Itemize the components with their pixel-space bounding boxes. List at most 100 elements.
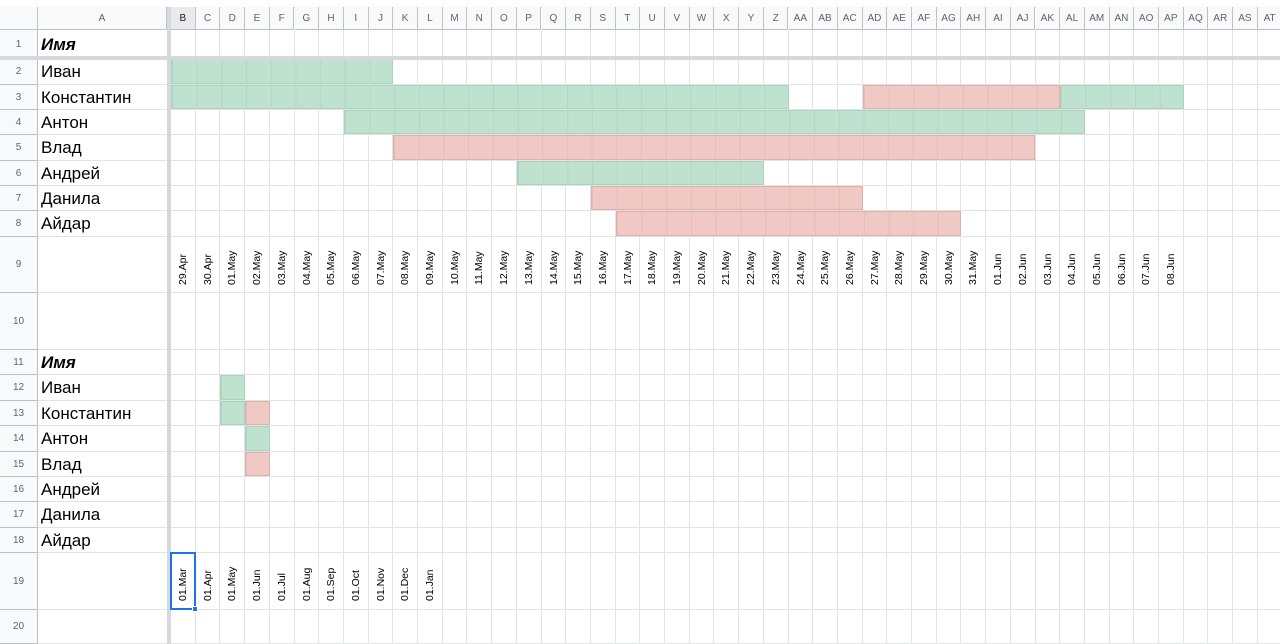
table1-name-cell[interactable]: Влад [41, 138, 82, 157]
row-header-20[interactable]: 20 [0, 610, 38, 644]
table1-name-cell[interactable]: Антон [41, 112, 89, 132]
column-header-g[interactable]: G [294, 7, 320, 30]
column-header-y[interactable]: Y [739, 7, 764, 30]
column-header-ar[interactable]: AR [1208, 7, 1234, 30]
table2-name-cell[interactable]: Андрей [41, 479, 101, 499]
row-header-12[interactable]: 12 [0, 375, 38, 401]
column-header-as[interactable]: AS [1233, 7, 1258, 30]
table1-gantt-bar[interactable] [516, 161, 764, 185]
frozen-row-divider[interactable] [0, 56, 1280, 60]
column-header-i[interactable]: I [343, 7, 369, 30]
column-header-l[interactable]: L [418, 7, 443, 30]
column-header-af[interactable]: AF [912, 7, 937, 30]
table1-header-cell[interactable]: Имя [41, 34, 76, 54]
column-header-f[interactable]: F [269, 7, 295, 30]
column-header-ap[interactable]: AP [1159, 7, 1184, 30]
row-header-6[interactable]: 6 [0, 161, 38, 186]
column-header-b[interactable]: B [171, 7, 196, 30]
row-header-16[interactable]: 16 [0, 477, 38, 502]
fill-handle[interactable] [191, 606, 198, 612]
column-header-e[interactable]: E [245, 7, 270, 30]
table1-gantt-bar[interactable] [862, 85, 1061, 109]
row-header-17[interactable]: 17 [0, 502, 38, 528]
column-header-ak[interactable]: AK [1035, 7, 1061, 30]
row-header-8[interactable]: 8 [0, 211, 38, 237]
row-header-18[interactable]: 18 [0, 528, 38, 553]
column-header-m[interactable]: M [442, 7, 468, 30]
table2-gantt-bar[interactable] [220, 375, 246, 400]
table2-name-cell[interactable]: Иван [41, 378, 81, 397]
table1-gantt-bar[interactable] [171, 85, 789, 109]
row-header-5[interactable]: 5 [0, 135, 38, 161]
table1-name-cell[interactable]: Айдар [41, 214, 91, 233]
select-all-corner[interactable] [0, 7, 38, 30]
row-header-13[interactable]: 13 [0, 401, 38, 426]
column-header-v[interactable]: V [665, 7, 690, 30]
table1-gantt-bar[interactable] [590, 186, 863, 210]
column-header-h[interactable]: H [319, 7, 344, 30]
column-header-j[interactable]: J [368, 7, 394, 30]
column-header-o[interactable]: O [492, 7, 517, 30]
column-header-ao[interactable]: AO [1134, 7, 1159, 30]
table1-name-cell[interactable]: Константин [41, 87, 132, 107]
table1-name-cell[interactable]: Андрей [41, 163, 101, 183]
column-header-z[interactable]: Z [763, 7, 789, 30]
column-header-n[interactable]: N [467, 7, 493, 30]
table2-gantt-bar[interactable] [245, 426, 270, 451]
column-header-a[interactable]: A [38, 7, 167, 30]
column-header-al[interactable]: AL [1060, 7, 1085, 30]
table1-gantt-bar[interactable] [393, 135, 1036, 160]
row-header-1[interactable]: 1 [0, 30, 38, 59]
column-header-ah[interactable]: AH [961, 7, 987, 30]
table2-gantt-bar[interactable] [245, 452, 270, 476]
column-header-ai[interactable]: AI [986, 7, 1011, 30]
table2-name-cell[interactable]: Антон [41, 429, 89, 448]
column-header-ag[interactable]: AG [936, 7, 962, 30]
column-header-d[interactable]: D [220, 7, 246, 30]
table2-gantt-bar[interactable] [245, 401, 270, 425]
column-header-p[interactable]: P [516, 7, 542, 30]
row-header-15[interactable]: 15 [0, 452, 38, 477]
table1-gantt-bar[interactable] [1060, 85, 1184, 109]
column-header-ab[interactable]: AB [813, 7, 838, 30]
row-header-14[interactable]: 14 [0, 426, 38, 452]
row-header-7[interactable]: 7 [0, 186, 38, 211]
column-header-aq[interactable]: AQ [1183, 7, 1209, 30]
table2-name-cell[interactable]: Константин [41, 403, 132, 423]
column-header-am[interactable]: AM [1084, 7, 1110, 30]
column-header-ad[interactable]: AD [862, 7, 888, 30]
row-header-4[interactable]: 4 [0, 110, 38, 135]
table1-gantt-bar[interactable] [615, 211, 962, 236]
row-header-3[interactable]: 3 [0, 85, 38, 110]
column-header-q[interactable]: Q [541, 7, 567, 30]
table1-gantt-bar[interactable] [343, 110, 1085, 134]
column-header-c[interactable]: C [195, 7, 221, 30]
column-header-aj[interactable]: AJ [1010, 7, 1036, 30]
table2-header-cell[interactable]: Имя [41, 352, 76, 372]
row-header-10[interactable]: 10 [0, 293, 38, 350]
column-header-x[interactable]: X [714, 7, 740, 30]
column-header-an[interactable]: AN [1109, 7, 1135, 30]
table2-name-cell[interactable]: Влад [41, 454, 82, 474]
column-header-r[interactable]: R [566, 7, 591, 30]
column-header-s[interactable]: S [590, 7, 616, 30]
column-header-t[interactable]: T [615, 7, 641, 30]
frozen-column-divider[interactable] [167, 7, 171, 644]
row-header-9[interactable]: 9 [0, 237, 38, 293]
column-header-aa[interactable]: AA [788, 7, 814, 30]
column-header-w[interactable]: W [689, 7, 715, 30]
table2-name-cell[interactable]: Данила [41, 505, 101, 524]
column-header-at[interactable]: AT [1257, 7, 1280, 30]
column-header-ac[interactable]: AC [837, 7, 863, 30]
row-header-2[interactable]: 2 [0, 59, 38, 85]
row-header-11[interactable]: 11 [0, 350, 38, 375]
table1-name-cell[interactable]: Данила [41, 188, 101, 208]
column-header-ae[interactable]: AE [887, 7, 912, 30]
table1-gantt-bar[interactable] [171, 59, 394, 84]
column-header-k[interactable]: K [393, 7, 418, 30]
selected-cell[interactable] [170, 552, 196, 610]
table2-name-cell[interactable]: Айдар [41, 530, 91, 550]
table2-gantt-bar[interactable] [220, 401, 246, 425]
row-header-19[interactable]: 19 [0, 553, 38, 610]
